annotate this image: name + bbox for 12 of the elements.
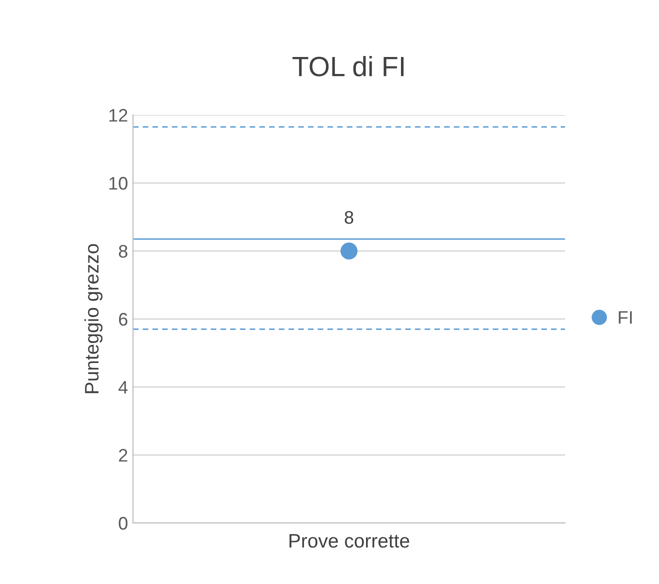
y-tick-label: 4 xyxy=(118,381,128,394)
y-tick-label: 0 xyxy=(118,516,128,530)
y-axis-title: Punteggio grezzo xyxy=(84,244,102,394)
y-tick-label: 8 xyxy=(118,244,128,258)
y-tick-label: 6 xyxy=(119,312,128,326)
x-axis-title: Prove corrette xyxy=(290,534,410,548)
y-tick-label: 10 xyxy=(109,176,128,190)
y-tick-label: 12 xyxy=(109,108,128,122)
y-tick-label: 2 xyxy=(119,448,128,462)
data-label: 8 xyxy=(344,211,354,224)
legend-label: FI xyxy=(618,311,632,324)
chart-title: TOL di FI xyxy=(292,56,404,76)
